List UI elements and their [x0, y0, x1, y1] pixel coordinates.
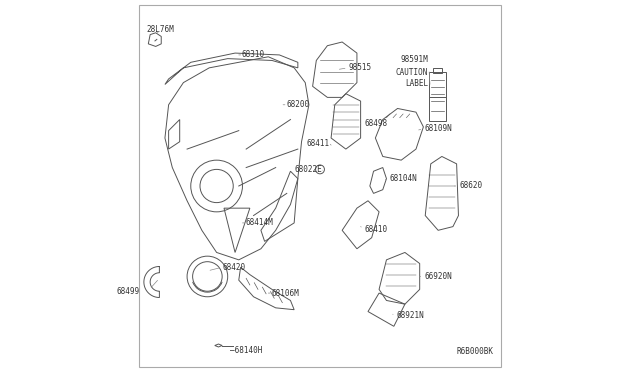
- Text: 98591M: 98591M: [401, 55, 428, 64]
- Text: 68620: 68620: [459, 182, 483, 190]
- Text: LABEL: LABEL: [405, 79, 428, 88]
- Text: 68022E: 68022E: [294, 165, 322, 174]
- Text: 28L76M: 28L76M: [147, 25, 174, 33]
- Text: CAUTION: CAUTION: [396, 68, 428, 77]
- Text: 68411: 68411: [307, 139, 330, 148]
- Text: 68921N: 68921N: [396, 311, 424, 320]
- Text: 98515: 98515: [348, 63, 372, 72]
- Text: 68104N: 68104N: [389, 174, 417, 183]
- Text: 68310: 68310: [241, 51, 264, 60]
- Text: 68410: 68410: [364, 225, 387, 234]
- Text: 68498: 68498: [364, 119, 387, 128]
- Text: 68106M: 68106M: [271, 289, 299, 298]
- Text: 68414M: 68414M: [245, 218, 273, 227]
- Text: 68109N: 68109N: [424, 124, 452, 133]
- Text: —68140H: —68140H: [230, 346, 262, 355]
- Text: 68499: 68499: [116, 287, 140, 296]
- Text: 66920N: 66920N: [424, 272, 452, 281]
- Text: 68200: 68200: [286, 100, 309, 109]
- Text: R6B000BK: R6B000BK: [456, 347, 493, 356]
- Text: 68420: 68420: [223, 263, 246, 272]
